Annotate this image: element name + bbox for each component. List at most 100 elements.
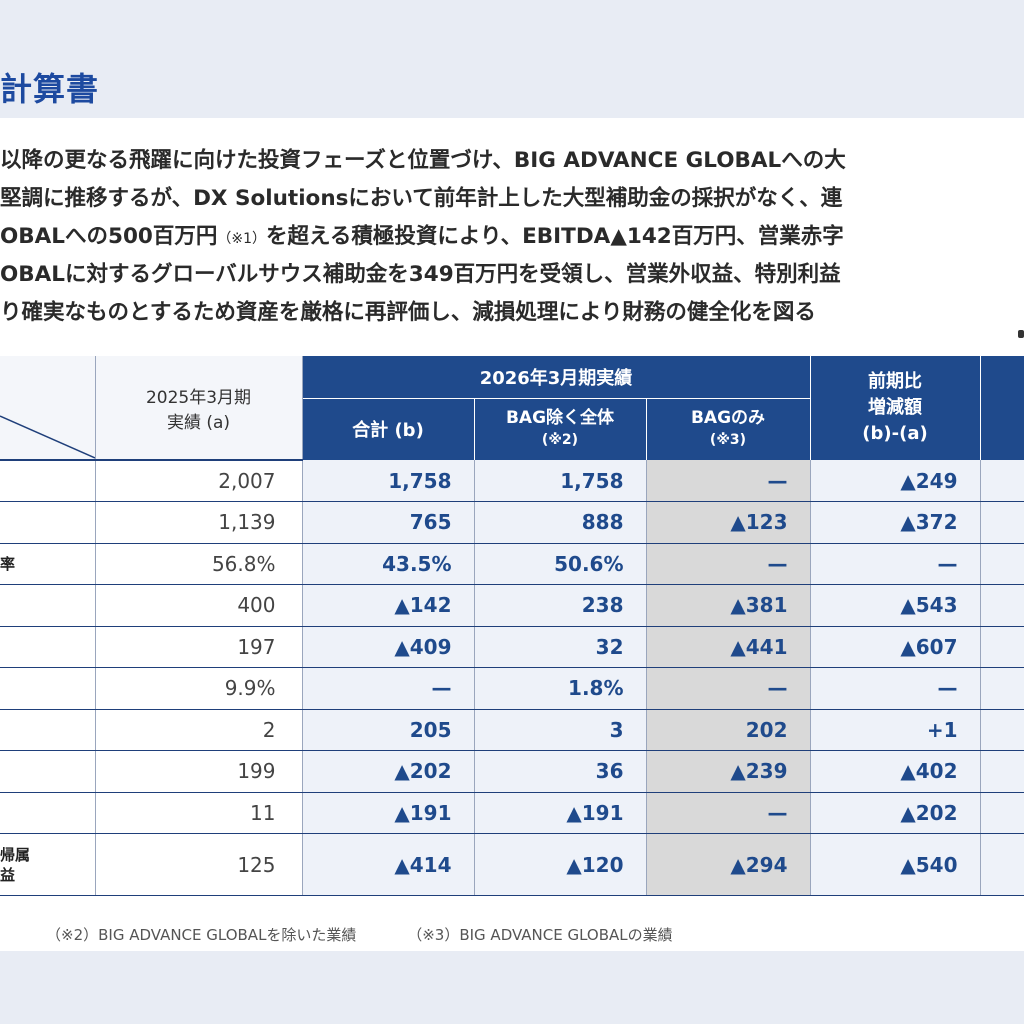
page-title: 計算書 [0,70,100,108]
cell-bag-only: ▲381 [646,584,811,627]
cell-ex-bag: ▲120 [474,833,647,896]
cell-prev-year: 199 [95,750,303,793]
footnotes: （※2）BIG ADVANCE GLOBALを除いた業績 （※3）BIG ADV… [46,924,719,945]
row-label: 率 [0,543,96,585]
cell-total: 765 [302,501,475,544]
cell-total: ▲202 [302,750,475,793]
cell-prev-year: 9.9% [95,667,303,710]
table-row: 率 56.8% 43.5% 50.6% — — [0,543,1024,585]
cell-bag-only: ▲239 [646,750,811,793]
cell-tail [980,833,1024,896]
cell-tail [980,501,1024,544]
row-label: 帰属益 [0,833,96,896]
table-row: 11 ▲191 ▲191— ▲202 [0,792,1024,834]
header-diff-line3: (b)-(a) [862,423,928,444]
cell-tail [980,460,1024,502]
summary-line-3: OBALへの500百万円（※1）を超える積極投資により、EBITDA▲142百万… [0,224,844,249]
header-current-year-group: 2026年3月期実績 [301,356,810,399]
cell-total: ▲414 [302,833,475,896]
table-row: 197 ▲409 32 ▲441 ▲607 [0,626,1024,668]
footnote-2: （※2）BIG ADVANCE GLOBALを除いた業績 [46,926,357,944]
row-label-text: 率 [0,554,16,573]
header-band [0,0,1024,118]
cell-total: 205 [302,709,475,751]
header-prev-year-line2: 実績 (a) [166,412,231,433]
cell-prev-year: 125 [95,833,303,896]
cell-diff: ▲607 [810,626,981,668]
header-ex-bag-line2: (※2) [541,432,579,449]
header-bag-only-line2: (※3) [709,432,747,449]
header-diff-line1: 前期比 [868,371,922,392]
header-corner [0,356,96,461]
cell-tail [980,626,1024,668]
cell-diff: ▲402 [810,750,981,793]
cell-prev-year: 197 [95,626,303,668]
header-ex-bag: BAG除く全体 (※2) [473,398,646,460]
cell-tail [980,667,1024,710]
cell-ex-bag: 50.6% [474,543,647,585]
cell-total: ▲142 [302,584,475,627]
cell-total: ▲191 [302,792,475,834]
summary-text: 以降の更なる飛躍に向けた投資フェーズと位置づけ、BIG ADVANCE GLOB… [0,142,1024,332]
cell-diff: — [810,667,981,710]
header-prev-year: 2025年3月期 実績 (a) [95,356,303,461]
cell-ex-bag: 238 [474,584,647,627]
row-label [0,750,96,793]
cell-prev-year: 400 [95,584,303,627]
row-label [0,626,96,668]
summary-line-4: OBALに対するグローバルサウス補助金を349百万円を受領し、営業外収益、特別利… [0,262,841,287]
header-diff: 前期比 増減額 (b)-(a) [809,356,980,460]
slide-content: 以降の更なる飛躍に向けた投資フェーズと位置づけ、BIG ADVANCE GLOB… [0,118,1024,951]
row-label-text-2: 益 [0,865,16,884]
cell-total: 43.5% [302,543,475,585]
cell-tail [980,584,1024,627]
cell-ex-bag: 32 [474,626,647,668]
cell-ex-bag: 36 [474,750,647,793]
header-diff-line2: 増減額 [868,397,922,418]
cell-diff: ▲202 [810,792,981,834]
cell-prev-year: 56.8% [95,543,303,585]
cell-diff: ▲249 [810,460,981,502]
income-statement-table: 2025年3月期 実績 (a) 2026年3月期実績 前期比 増減額 (b)-(… [0,356,1024,896]
summary-line-1: 以降の更なる飛躍に向けた投資フェーズと位置づけ、BIG ADVANCE GLOB… [0,148,846,173]
cell-total: — [302,667,475,710]
header-ex-bag-line1: BAG除く全体 [505,408,615,429]
header-bag-only: BAGのみ (※3) [645,398,810,460]
cell-ex-bag: 3 [474,709,647,751]
cell-diff: ▲543 [810,584,981,627]
cell-diff: +1 [810,709,981,751]
cell-bag-only: 202 [646,709,811,751]
cell-bag-only: — [646,667,811,710]
header-total: 合計 (b) [301,398,474,460]
table-row: 400 ▲142 238 ▲381 ▲543 [0,584,1024,627]
cell-bag-only: ▲123 [646,501,811,544]
header-prev-year-line1: 2025年3月期 [145,387,252,408]
cell-bag-only: ▲294 [646,833,811,896]
cell-tail [980,709,1024,751]
row-label [0,584,96,627]
cell-ex-bag: 1,758 [474,460,647,502]
table-row: 199 ▲202 36 ▲239 ▲402 [0,750,1024,793]
row-label [0,501,96,544]
cell-ex-bag: 888 [474,501,647,544]
cell-bag-only: — [646,792,811,834]
table-row: 9.9% —1.8% — — [0,667,1024,710]
cell-prev-year: 11 [95,792,303,834]
row-label [0,667,96,710]
cell-bag-only: — [646,460,811,502]
cell-prev-year: 1,139 [95,501,303,544]
truncated-mark [1018,330,1024,338]
table-row: 2,007 1,758 1,758— ▲249 [0,460,1024,502]
summary-line-5: り確実なものとするため資産を厳格に再評価し、減損処理により財務の健全化を図る [0,300,816,325]
cell-bag-only: ▲441 [646,626,811,668]
cell-prev-year: 2 [95,709,303,751]
summary-line-2: 堅調に推移するが、DX Solutionsにおいて前年計上した大型補助金の採択が… [0,186,843,211]
header-tail [979,356,1024,460]
cell-prev-year: 2,007 [95,460,303,502]
table-row: 1,139 765 888 ▲123 ▲372 [0,501,1024,544]
cell-total: ▲409 [302,626,475,668]
cell-tail [980,543,1024,585]
cell-diff: ▲540 [810,833,981,896]
cell-tail [980,792,1024,834]
header-bag-only-line1: BAGのみ [690,408,766,429]
